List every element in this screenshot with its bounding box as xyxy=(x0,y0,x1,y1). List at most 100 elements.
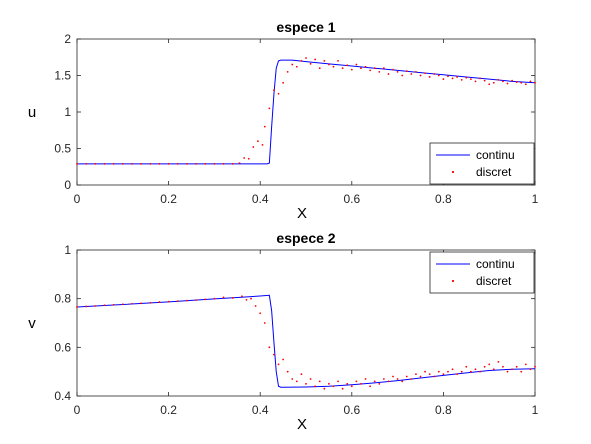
data-point xyxy=(424,72,426,75)
data-point xyxy=(451,77,454,80)
data-point xyxy=(378,70,381,73)
series-points-discret xyxy=(76,295,536,390)
data-point xyxy=(305,57,307,59)
data-point xyxy=(387,380,390,383)
data-point xyxy=(323,387,326,390)
data-point xyxy=(332,385,335,388)
data-point xyxy=(250,297,252,300)
data-point xyxy=(176,162,179,165)
y-tick-label: 1 xyxy=(64,105,71,119)
legend-box xyxy=(429,251,535,294)
y-tick-label: 2 xyxy=(64,32,71,46)
data-point xyxy=(295,65,298,68)
data-point xyxy=(195,299,197,302)
data-point xyxy=(286,70,289,73)
data-point xyxy=(213,162,216,165)
data-point xyxy=(437,74,440,77)
series-points-discret xyxy=(76,57,536,165)
data-point xyxy=(511,368,513,371)
data-point xyxy=(350,68,353,71)
data-point xyxy=(474,368,477,371)
data-point xyxy=(382,67,385,70)
data-point xyxy=(502,80,504,83)
data-point xyxy=(318,380,321,383)
legend-label: continu xyxy=(476,148,515,162)
data-point xyxy=(131,162,133,165)
chart-1: 0 0.2 0.4 0.6 0.8 1 0 0.5 1 1.5 2 espece 1 Xu continu… xyxy=(28,19,539,222)
data-point xyxy=(488,363,491,366)
data-point xyxy=(94,305,97,307)
x-tick-label: 0.6 xyxy=(343,192,360,206)
data-point xyxy=(355,63,358,66)
data-point xyxy=(231,162,234,165)
data-point xyxy=(286,370,289,373)
data-point xyxy=(337,380,339,383)
data-point xyxy=(341,387,344,390)
legend: continu discret xyxy=(429,142,535,185)
data-point xyxy=(465,76,468,79)
data-point xyxy=(360,67,362,70)
data-point xyxy=(506,82,509,85)
data-point xyxy=(456,373,459,375)
x-tick-label: 1 xyxy=(532,403,539,417)
data-point xyxy=(529,368,532,371)
data-point xyxy=(442,78,445,81)
data-point xyxy=(447,75,449,78)
data-point xyxy=(259,312,262,315)
data-point xyxy=(186,162,188,165)
x-tick-label: 0.8 xyxy=(435,403,452,417)
data-point xyxy=(415,373,417,375)
x-tick-label: 0.6 xyxy=(343,403,360,417)
data-point xyxy=(469,370,472,373)
data-point xyxy=(252,146,255,148)
data-point xyxy=(103,162,106,165)
data-point xyxy=(483,79,486,82)
data-point xyxy=(396,70,399,73)
chart-title: espece 2 xyxy=(276,230,335,246)
data-point xyxy=(350,385,353,388)
data-point xyxy=(410,73,413,75)
data-point xyxy=(479,77,481,80)
data-point xyxy=(140,162,143,165)
data-point xyxy=(112,303,115,306)
data-point xyxy=(520,370,523,373)
data-point xyxy=(121,303,124,306)
data-point xyxy=(309,378,312,380)
data-point xyxy=(460,370,463,373)
data-point xyxy=(204,298,207,301)
y-tick-label: 0.4 xyxy=(54,389,71,403)
data-point xyxy=(94,162,97,165)
y-tick-label: 0.5 xyxy=(54,142,71,156)
data-point xyxy=(291,63,294,66)
data-point xyxy=(268,346,271,349)
data-point xyxy=(424,370,426,373)
data-point xyxy=(433,375,436,378)
data-point xyxy=(460,78,463,81)
legend-label: continu xyxy=(476,257,515,271)
data-point xyxy=(479,370,481,373)
data-point xyxy=(263,125,266,128)
data-point xyxy=(456,76,459,78)
data-point xyxy=(524,363,527,366)
data-point xyxy=(291,378,294,380)
data-point xyxy=(497,78,500,81)
data-point xyxy=(341,67,344,70)
data-point xyxy=(176,300,179,302)
data-point xyxy=(378,382,381,385)
data-point xyxy=(373,380,376,383)
data-point xyxy=(488,83,491,86)
data-point xyxy=(243,157,246,159)
data-point xyxy=(405,375,408,378)
data-point xyxy=(442,373,445,375)
data-point xyxy=(167,300,170,303)
data-point xyxy=(502,365,504,368)
legend-label: discret xyxy=(476,274,512,288)
data-point xyxy=(428,373,431,375)
data-point xyxy=(300,373,303,375)
data-point xyxy=(263,322,266,324)
data-point xyxy=(364,65,367,68)
y-tick-label: 1.5 xyxy=(54,69,71,83)
x-tick-label: 0.2 xyxy=(160,403,177,417)
data-point xyxy=(254,305,257,307)
